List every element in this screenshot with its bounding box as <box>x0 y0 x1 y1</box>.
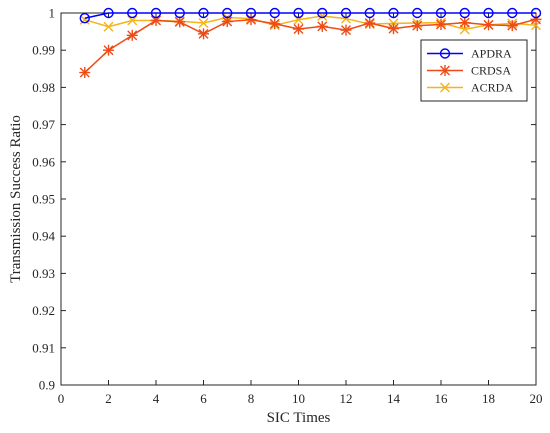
data-point-apdra <box>79 13 90 24</box>
legend: APDRA CRDSA ACRDA <box>420 39 528 102</box>
data-point-apdra <box>293 7 304 19</box>
data-point-apdra <box>340 7 352 19</box>
x-tick-label: 6 <box>200 391 207 406</box>
x-tick-label: 0 <box>58 391 65 406</box>
x-tick-label: 10 <box>292 391 305 406</box>
y-tick-label: 0.94 <box>32 229 55 244</box>
legend-marker-acrda <box>440 82 450 93</box>
data-point-acrda <box>127 15 138 26</box>
x-tick-label: 20 <box>530 391 543 406</box>
data-point-crdsa <box>150 14 162 26</box>
data-point-crdsa <box>126 29 138 41</box>
data-point-apdra <box>483 7 494 19</box>
x-tick-label: 14 <box>387 391 401 406</box>
y-tick-label: 0.92 <box>32 303 55 318</box>
data-point-crdsa <box>293 23 304 35</box>
data-point-crdsa <box>103 44 114 56</box>
y-tick-label: 0.95 <box>32 192 55 207</box>
legend-marker-apdra <box>439 48 451 59</box>
data-point-apdra <box>245 7 257 19</box>
data-point-apdra <box>269 7 280 19</box>
x-tick-label: 12 <box>340 391 353 406</box>
data-point-crdsa <box>459 17 471 29</box>
y-tick-label: 0.91 <box>32 340 55 355</box>
data-point-crdsa <box>316 20 328 32</box>
data-point-apdra <box>222 7 233 19</box>
series-apdra <box>79 7 542 24</box>
y-tick-label: 0.98 <box>32 80 55 95</box>
data-point-apdra <box>435 7 447 19</box>
data-point-acrda <box>79 14 90 25</box>
series-layer <box>79 7 542 79</box>
axis-ticks: 0 2 4 6 8 10 12 14 16 18 20 0.9 0.91 0.92 0.93 0.94 0.95… <box>32 6 542 407</box>
x-axis-title: SIC Times <box>267 410 331 426</box>
y-tick-label: 0.97 <box>32 117 55 132</box>
x-tick-label: 4 <box>153 391 160 406</box>
data-point-apdra <box>317 7 328 19</box>
y-tick-label: 1 <box>49 6 56 21</box>
data-point-apdra <box>198 7 209 19</box>
data-point-crdsa <box>269 18 281 30</box>
legend-label-crdsa: CRDSA <box>471 64 511 78</box>
legend-label-apdra: APDRA <box>471 47 512 61</box>
data-point-crdsa <box>506 20 518 32</box>
series-crdsa <box>79 13 542 79</box>
legend-label-acrda: ACRDA <box>471 81 513 95</box>
data-point-crdsa <box>411 20 423 32</box>
y-tick-label: 0.96 <box>32 154 55 169</box>
data-point-apdra <box>507 7 518 19</box>
x-tick-label: 16 <box>435 391 449 406</box>
data-point-apdra <box>150 7 162 19</box>
legend-entry-acrda: ACRDA <box>427 81 513 95</box>
data-point-apdra <box>103 7 114 19</box>
data-point-apdra <box>530 7 542 19</box>
y-axis-title: Transmission Success Ratio <box>8 115 24 283</box>
data-point-apdra <box>174 7 185 19</box>
y-tick-label: 0.9 <box>39 378 55 393</box>
data-point-crdsa <box>340 24 352 36</box>
legend-marker-crdsa <box>439 65 451 76</box>
data-point-apdra <box>459 7 470 19</box>
data-point-acrda <box>341 13 351 24</box>
data-point-acrda <box>103 21 114 32</box>
data-point-crdsa <box>174 16 186 28</box>
data-point-acrda <box>198 18 209 29</box>
data-point-apdra <box>127 7 138 19</box>
data-point-crdsa <box>388 23 399 35</box>
x-tick-label: 18 <box>482 391 495 406</box>
data-point-apdra <box>364 7 375 19</box>
data-point-crdsa <box>198 28 209 40</box>
data-point-crdsa <box>364 17 376 29</box>
y-tick-label: 0.99 <box>32 43 55 58</box>
legend-entry-crdsa: CRDSA <box>427 64 511 78</box>
data-point-apdra <box>388 7 399 19</box>
data-point-apdra <box>412 7 423 19</box>
y-tick-label: 0.93 <box>32 266 55 281</box>
data-point-crdsa <box>483 19 494 31</box>
legend-entry-apdra: APDRA <box>427 47 512 61</box>
x-tick-label: 8 <box>248 391 255 406</box>
x-tick-label: 2 <box>105 391 112 406</box>
data-point-crdsa <box>435 19 447 31</box>
data-point-crdsa <box>79 67 91 79</box>
